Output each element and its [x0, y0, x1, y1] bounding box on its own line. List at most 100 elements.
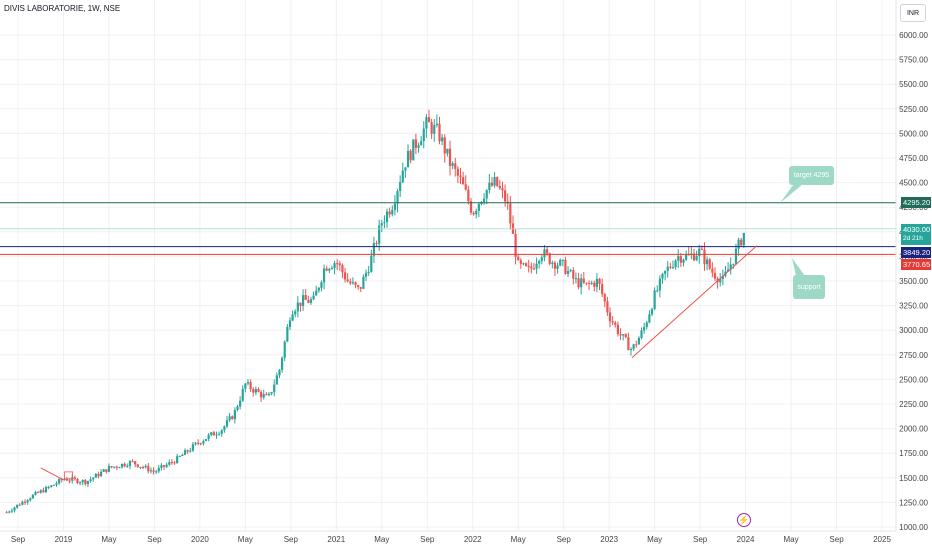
red-line-price-tag: 3770.65	[901, 259, 931, 270]
candle-body	[464, 184, 467, 190]
candle-body	[147, 465, 150, 472]
candle-body	[645, 322, 648, 328]
y-tick-label: 3000.00	[899, 326, 928, 335]
candle-body	[94, 473, 97, 478]
candle-body	[375, 243, 378, 245]
candle-body	[671, 267, 675, 269]
candle-body	[393, 203, 397, 210]
candle-body	[317, 287, 320, 291]
x-tick-label: 2019	[55, 535, 73, 544]
candle-body	[451, 163, 454, 166]
candle-body	[13, 507, 16, 511]
candle-body	[493, 177, 496, 186]
candle-body	[732, 263, 735, 265]
candle-body	[107, 466, 111, 472]
candle-body	[10, 510, 13, 512]
candle-body	[661, 273, 664, 279]
candle-body	[674, 260, 677, 268]
candle-body	[462, 177, 465, 185]
candle-body	[740, 239, 743, 246]
candle-body	[561, 259, 564, 261]
candle-body	[556, 265, 559, 269]
x-tick-label: May	[374, 535, 389, 544]
candle-body	[291, 314, 294, 321]
candle-body	[139, 466, 142, 468]
candle-body	[223, 426, 226, 431]
candle-body	[585, 282, 588, 284]
lightning-icon[interactable]: ⚡	[737, 513, 751, 527]
candle-body	[559, 260, 562, 266]
candle-body	[417, 145, 420, 148]
x-tick-label: May	[783, 535, 798, 544]
support-callout-pointer	[792, 258, 805, 276]
candle-body	[601, 284, 604, 295]
candle-body	[656, 290, 659, 292]
candle-body	[118, 467, 121, 469]
candle-body	[669, 266, 672, 268]
target-callout[interactable]: target 4295	[789, 166, 834, 185]
candle-body	[176, 456, 179, 464]
candle-body	[737, 239, 740, 249]
x-tick-label: 2025	[873, 535, 891, 544]
candle-body	[509, 203, 512, 224]
candle-body	[18, 504, 21, 506]
candle-body	[438, 123, 441, 142]
candle-body	[700, 248, 703, 250]
candle-body	[252, 389, 255, 393]
candle-body	[84, 480, 87, 485]
candle-body	[362, 276, 365, 289]
candle-body	[265, 394, 268, 396]
x-tick-label: Sep	[147, 535, 162, 544]
candle-body	[535, 263, 538, 269]
candle-body	[719, 278, 722, 283]
target-callout-pointer	[780, 184, 803, 203]
candle-body	[687, 254, 690, 256]
candle-body	[239, 400, 242, 407]
candle-body	[530, 266, 533, 269]
candle-body	[97, 473, 100, 477]
candle-body	[244, 383, 247, 389]
x-tick-label: Sep	[420, 535, 435, 544]
candle-body	[120, 463, 124, 468]
candle-body	[540, 257, 543, 261]
candle-body	[472, 212, 475, 215]
candle-body	[598, 278, 601, 285]
candle-body	[78, 482, 82, 484]
candle-body	[414, 139, 417, 148]
candle-body	[220, 430, 223, 434]
candle-body	[514, 233, 517, 257]
currency-button[interactable]: INR	[900, 4, 926, 22]
candle-body	[309, 299, 313, 303]
candle-body	[50, 485, 53, 487]
candle-body	[527, 265, 530, 267]
candle-body	[587, 282, 591, 284]
candle-body	[173, 462, 176, 464]
candle-body	[443, 137, 446, 154]
candle-body	[713, 272, 717, 279]
y-tick-label: 2250.00	[899, 400, 928, 409]
candle-body	[31, 494, 34, 499]
candle-body	[729, 264, 732, 270]
candle-body	[307, 299, 310, 303]
candle-body	[26, 500, 29, 503]
candle-body	[498, 185, 501, 189]
candle-body	[412, 139, 415, 161]
support-callout[interactable]: support	[793, 275, 825, 299]
candle-body	[286, 327, 289, 342]
candle-body	[128, 461, 132, 466]
candle-body	[383, 222, 386, 224]
candle-body	[37, 492, 40, 494]
candle-body	[168, 462, 171, 465]
chart-title: DIVIS LABORATORIE, 1W, NSE	[4, 4, 121, 13]
candle-body	[322, 268, 326, 283]
candle-body	[564, 259, 567, 274]
candle-body	[320, 282, 323, 288]
candle-body	[86, 480, 90, 485]
user-drawings	[40, 184, 805, 481]
candle-body	[606, 301, 609, 313]
candle-body	[580, 278, 583, 288]
candle-body	[401, 170, 404, 183]
candle-body	[548, 253, 551, 264]
candle-body	[593, 282, 596, 287]
